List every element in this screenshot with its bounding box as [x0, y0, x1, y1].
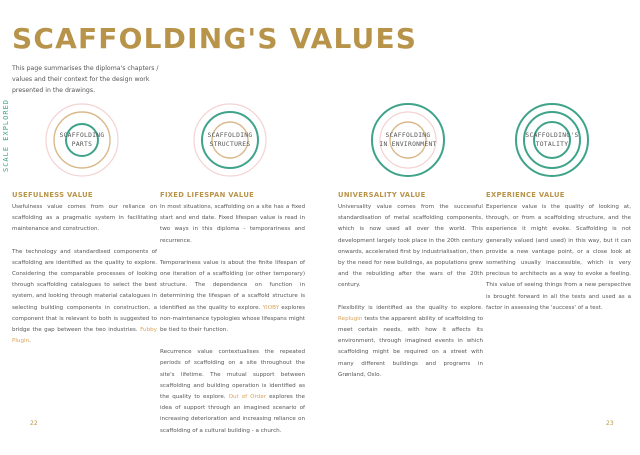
section-paragraph: Experience value is the quality of looki… [486, 204, 631, 311]
diagram-scaffolding-in-environment: SCAFFOLDING IN ENVIRONMENT [368, 100, 448, 180]
section-paragraph: The technology and standardised componen… [12, 247, 157, 348]
diagram-label: SCAFFOLDING IN ENVIRONMENT [379, 131, 437, 149]
concentric-rings-icon [515, 103, 589, 177]
section-paragraph: Usefulness value comes from our reliance… [12, 204, 157, 233]
project-link[interactable]: Replugin [338, 315, 363, 322]
paragraph-text: tests the apparent ability of scaffoldin… [338, 315, 483, 378]
experience-section: EXPERIENCE VALUE Experience value is the… [486, 190, 631, 325]
section-paragraph: Recurrence value contextualises the repe… [160, 347, 305, 437]
intro-text: This page summarises the diploma's chapt… [12, 65, 159, 94]
concentric-rings-icon [45, 103, 119, 177]
diagram-label: SCAFFOLDING STRUCTURES [207, 131, 253, 149]
page-title: SCAFFOLDING'S VALUES [12, 22, 418, 55]
paragraph-text: . [29, 338, 31, 345]
project-link[interactable]: Out of Order [228, 394, 267, 401]
diagram-label: SCAFFOLDING'S TOTALITY [525, 131, 579, 149]
diagram-label: SCAFFOLDING PARTS [59, 131, 105, 149]
universality-section: UNIVERSALITY VALUE Universality value co… [338, 190, 483, 392]
project-link[interactable]: Fubby Plugin [12, 327, 157, 345]
section-heading: UNIVERSALITY VALUE [338, 191, 426, 199]
diagram-scaffolding-structures: SCAFFOLDING STRUCTURES [190, 100, 270, 180]
diagram-scaffolding-parts: SCAFFOLDING PARTS [42, 100, 122, 180]
diagram-scaffoldings-totality: SCAFFOLDING'S TOTALITY [512, 100, 592, 180]
section-paragraph: In most situations, scaffolding on a sit… [160, 204, 305, 244]
section-paragraph: Flexibility is identified as the quality… [338, 303, 483, 381]
page-number-left: 22 [30, 420, 38, 427]
concentric-rings-icon [371, 103, 445, 177]
project-link[interactable]: YIOBY [262, 304, 280, 311]
page-number-right: 23 [606, 420, 614, 427]
section-heading: FIXED LIFESPAN VALUE [160, 191, 255, 199]
paragraph-text: Recurrence value contextualises the repe… [160, 349, 305, 401]
fixed-lifespan-section: FIXED LIFESPAN VALUE In most situations,… [160, 190, 305, 448]
concentric-rings-icon [193, 103, 267, 177]
section-paragraph: Universality value comes from the succes… [338, 204, 483, 289]
usefulness-section: USEFULNESS VALUE Usefulness value comes … [12, 190, 157, 358]
paragraph-text: Flexibility is identified as the quality… [338, 304, 483, 311]
paragraph-text: The technology and standardised componen… [12, 248, 157, 334]
paragraph-text: explores non-maintenance typologies whos… [160, 304, 305, 334]
scale-explored-label: SCALE EXPLORED [2, 98, 10, 172]
section-paragraph: Temporariness value is about the finite … [160, 258, 305, 336]
paragraph-text: explores the idea of support through an … [160, 394, 305, 434]
section-heading: EXPERIENCE VALUE [486, 191, 565, 199]
section-heading: USEFULNESS VALUE [12, 191, 93, 199]
paragraph-text: Temporariness value is about the finite … [160, 259, 305, 311]
